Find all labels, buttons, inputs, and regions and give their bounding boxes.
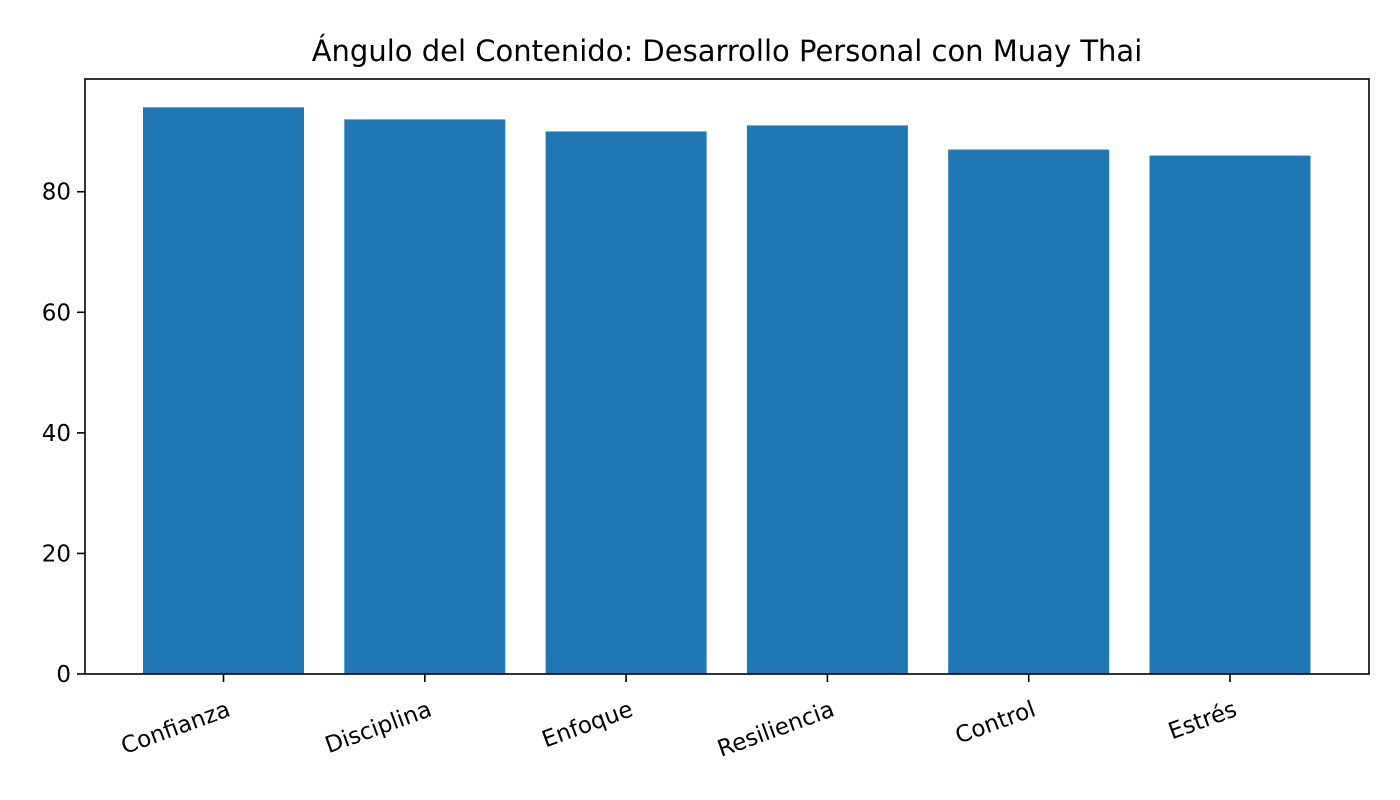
x-tick-label: Estrés [1165,696,1240,745]
y-tick-label: 20 [42,541,71,567]
y-tick-label: 60 [42,300,71,326]
chart-title: Ángulo del Contenido: Desarrollo Persona… [312,34,1143,68]
plot-frame [84,78,1370,675]
x-tick-label: Disciplina [322,696,435,758]
bar-estrés [1149,155,1311,674]
y-tick-label: 80 [42,180,71,206]
y-tick-label: 0 [56,662,71,688]
bar-enfoque [545,131,707,674]
y-axis: 0 20 40 60 80 [42,180,85,688]
x-tick-label: Confianza [118,696,234,759]
bars-layer [143,107,1311,675]
y-tick-label: 40 [42,421,71,447]
x-tick-label: Resiliencia [714,696,838,762]
bar-confianza [143,107,304,674]
x-tick-label: Control [952,696,1039,749]
x-axis: Confianza Disciplina Enfoque Resiliencia Con… [118,674,1240,763]
x-tick-label: Enfoque [539,696,637,753]
bar-resiliencia [746,125,908,675]
bar-disciplina [344,119,506,674]
bar-control [948,149,1110,674]
